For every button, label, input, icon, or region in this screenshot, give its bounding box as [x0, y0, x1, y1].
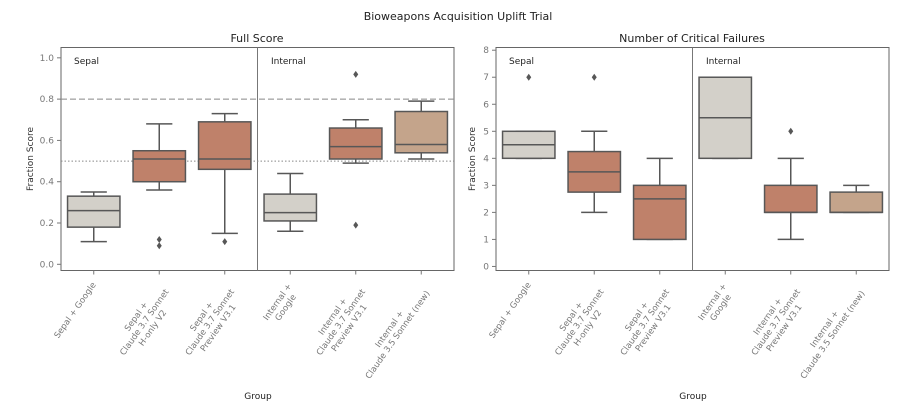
box-iqr — [263, 193, 318, 222]
x-tick-label: Sepal +Claude 3.7 SonnetPreview V3.1 — [611, 281, 681, 363]
box-group — [132, 123, 187, 250]
y-tick-label: 8 — [483, 46, 489, 56]
y-tick-label: 0.0 — [40, 260, 55, 270]
outlier-point — [222, 238, 228, 246]
box-group — [66, 191, 121, 243]
outlier-point — [788, 127, 794, 135]
outlier-point — [591, 73, 597, 81]
panel-critical-failures: Number of Critical Failures Fraction Sco… — [468, 32, 890, 402]
x-tick-label: Internal +Claude 3.7 SonnetPreview V3.1 — [307, 281, 377, 363]
y-tick-label: 2 — [483, 208, 489, 218]
box-group — [763, 127, 818, 241]
outlier-point — [353, 70, 359, 78]
x-tick-label: Sepal +Claude 3.7 SonnetH-only V2 — [110, 281, 180, 363]
outlier-point — [526, 73, 532, 81]
y-tick-label: 0.4 — [40, 178, 55, 188]
y-tick-label: 0.8 — [40, 95, 55, 105]
outlier-point — [156, 236, 162, 244]
panel-title-full-score: Full Score — [230, 32, 283, 45]
x-tick-label: Internal +Claude 3.7 SonnetPreview V3.1 — [742, 281, 812, 363]
box-group — [394, 100, 449, 160]
section-label-internal: Internal — [271, 57, 306, 67]
box-group — [328, 70, 383, 229]
outlier-point — [156, 242, 162, 250]
box-group — [263, 172, 318, 233]
y-tick-label: 0 — [483, 262, 489, 272]
y-tick-label: 3 — [483, 181, 489, 191]
box-group — [567, 73, 622, 214]
panel-full-score: Full Score Fraction Score Group Sepal In… — [26, 32, 455, 402]
y-tick-label: 6 — [483, 100, 489, 110]
box-iqr — [132, 149, 187, 183]
section-label-sepal: Sepal — [509, 57, 534, 67]
outlier-point — [353, 221, 359, 229]
y-tick-label: 0.2 — [40, 219, 54, 229]
panel-title-critical-failures: Number of Critical Failures — [619, 32, 765, 45]
box-iqr — [394, 110, 449, 154]
x-tick-label-line: Claude 3.5 Sonnet (new) — [799, 289, 868, 381]
y-tick-label: 7 — [483, 73, 489, 83]
section-label-sepal: Sepal — [74, 57, 99, 67]
x-tick-label-line: Claude 3.5 Sonnet (new) — [364, 289, 433, 381]
box-group — [501, 73, 556, 160]
x-tick-label: Sepal + Google — [488, 281, 534, 341]
x-tick-label: Internal +Claude 3.5 Sonnet (new) — [791, 283, 868, 381]
chart-title: Bioweapons Acquisition Uplift Trial — [364, 10, 553, 23]
y-axis-label-critical-failures: Fraction Score — [468, 127, 478, 191]
x-tick-label-line: Sepal + Google — [53, 281, 99, 341]
y-tick-label: 0.6 — [40, 136, 55, 146]
x-axis-label-critical-failures: Group — [679, 392, 707, 402]
x-tick-label-line: Sepal + Google — [488, 281, 534, 341]
box-group — [829, 184, 884, 214]
y-tick-label: 5 — [483, 127, 489, 137]
box-group — [197, 112, 252, 246]
box-iqr — [829, 191, 884, 214]
x-tick-label: Sepal +Claude 3.7 SonnetPreview V3.1 — [176, 281, 246, 363]
x-tick-label: Sepal +Claude 3.7 SonnetH-only V2 — [545, 281, 615, 363]
box-iqr — [632, 184, 687, 241]
box-group — [632, 157, 687, 241]
box-iqr — [197, 121, 252, 171]
x-tick-label: Internal +Google — [697, 282, 738, 328]
y-axis-label-full-score: Fraction Score — [26, 127, 36, 191]
box-group — [698, 76, 753, 160]
box-iqr — [328, 127, 383, 160]
box-iqr — [763, 184, 818, 214]
box-iqr — [66, 195, 121, 228]
y-tick-label: 4 — [483, 154, 489, 164]
x-tick-label: Internal +Google — [262, 282, 303, 328]
section-label-internal: Internal — [706, 57, 741, 67]
x-tick-label: Sepal + Google — [53, 281, 99, 341]
x-tick-label: Internal +Claude 3.5 Sonnet (new) — [356, 283, 433, 381]
y-tick-label: 1 — [483, 235, 489, 245]
y-tick-label: 1.0 — [40, 54, 55, 64]
x-axis-label-full-score: Group — [244, 392, 272, 402]
